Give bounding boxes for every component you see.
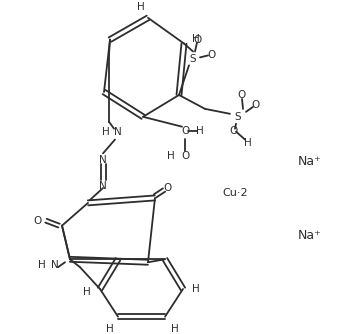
Text: H: H bbox=[137, 2, 145, 12]
Text: H: H bbox=[171, 324, 179, 334]
Text: N: N bbox=[99, 181, 107, 191]
Text: H: H bbox=[102, 127, 110, 137]
Text: H: H bbox=[83, 287, 91, 297]
Text: H: H bbox=[167, 151, 175, 161]
Text: Cu·2: Cu·2 bbox=[222, 188, 248, 198]
Text: H: H bbox=[38, 260, 46, 270]
Text: O: O bbox=[34, 216, 42, 226]
Text: O: O bbox=[252, 100, 260, 110]
Text: H: H bbox=[244, 138, 252, 148]
Text: S: S bbox=[190, 54, 196, 64]
Text: S: S bbox=[235, 112, 241, 122]
Text: O: O bbox=[238, 90, 246, 100]
Text: H: H bbox=[192, 284, 200, 294]
Text: O: O bbox=[181, 151, 189, 161]
Text: O: O bbox=[230, 126, 238, 136]
Text: Na⁺: Na⁺ bbox=[298, 155, 322, 168]
Text: N: N bbox=[99, 155, 107, 165]
Text: O: O bbox=[194, 35, 202, 44]
Text: H: H bbox=[192, 34, 200, 44]
Text: H: H bbox=[196, 126, 204, 136]
Text: N: N bbox=[114, 127, 122, 137]
Text: Na⁺: Na⁺ bbox=[298, 229, 322, 242]
Text: O: O bbox=[164, 183, 172, 193]
Text: O: O bbox=[181, 126, 189, 136]
Text: N: N bbox=[51, 260, 59, 270]
Text: O: O bbox=[207, 50, 215, 60]
Text: H: H bbox=[106, 324, 114, 334]
